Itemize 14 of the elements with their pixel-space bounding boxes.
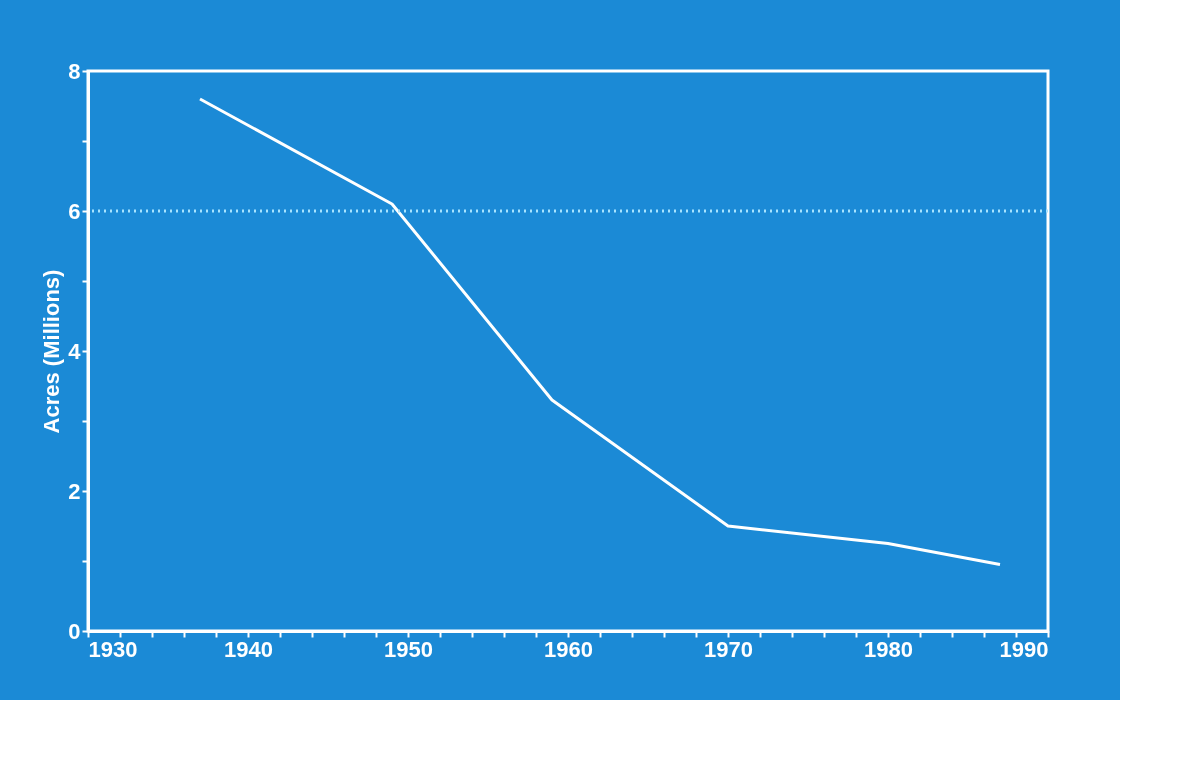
y-tick-label: 0: [68, 618, 81, 644]
x-tick-label: 1960: [544, 636, 593, 662]
y-axis-title: Acres (Millions): [39, 269, 65, 434]
y-tick-label: 6: [68, 198, 81, 224]
x-tick-label: 1970: [704, 636, 753, 662]
y-tick-label: 2: [68, 478, 81, 504]
x-tick-label: 1930: [88, 636, 138, 662]
y-tick-label: 8: [68, 58, 81, 84]
x-tick-label: 1940: [224, 636, 273, 662]
x-tick-label: 1980: [864, 636, 913, 662]
x-tick-label: 1990: [999, 636, 1049, 662]
x-tick-label: 1950: [384, 636, 433, 662]
y-tick-label: 4: [68, 338, 82, 364]
line-series: [198, 97, 1002, 566]
